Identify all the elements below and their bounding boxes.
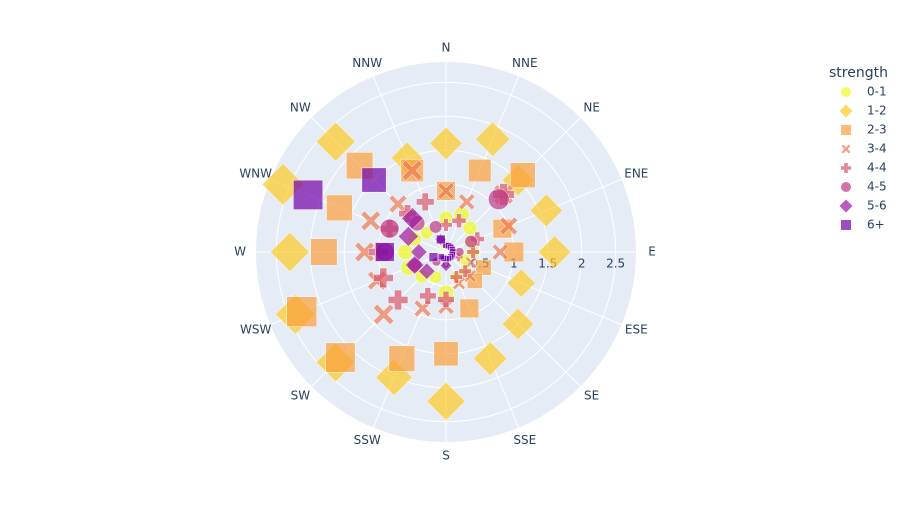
marker xyxy=(293,179,324,210)
marker xyxy=(429,126,463,161)
angular-tick-label: N xyxy=(442,41,451,55)
legend-title: strength xyxy=(829,65,888,81)
angular-tick-label: NW xyxy=(290,100,311,114)
marker xyxy=(437,253,445,261)
angular-tick-label: SW xyxy=(291,389,311,403)
legend-marker xyxy=(839,104,853,118)
marker xyxy=(401,159,423,182)
marker xyxy=(398,226,419,247)
angular-tick-label: SSE xyxy=(513,433,536,447)
marker xyxy=(437,182,455,200)
marker xyxy=(491,243,509,261)
marker xyxy=(501,307,535,341)
legend-label: 0-1 xyxy=(867,85,887,99)
marker xyxy=(325,342,356,373)
marker xyxy=(410,243,428,261)
marker xyxy=(499,216,518,236)
angular-tick-label: E xyxy=(648,245,656,259)
marker xyxy=(387,289,409,311)
marker xyxy=(458,264,472,278)
marker xyxy=(464,235,478,249)
marker xyxy=(361,167,387,193)
marker xyxy=(310,238,338,266)
marker xyxy=(454,247,465,257)
angular-tick-label: ESE xyxy=(625,323,648,337)
legend-label: 5-6 xyxy=(867,199,887,213)
marker xyxy=(472,341,508,376)
legend-label: 3-4 xyxy=(867,142,887,156)
marker xyxy=(529,193,563,228)
marker xyxy=(315,121,356,162)
angular-tick-label: ENE xyxy=(624,166,648,180)
marker xyxy=(373,303,395,325)
marker xyxy=(270,232,310,272)
radial-tick-label: 2 xyxy=(578,257,586,271)
marker xyxy=(388,194,408,214)
spoke xyxy=(445,251,622,326)
legend-label: 4-4 xyxy=(867,161,887,175)
marker xyxy=(451,213,467,228)
legend-marker xyxy=(841,144,851,154)
marker xyxy=(506,268,536,298)
marker xyxy=(466,245,480,259)
marker xyxy=(537,235,572,269)
marker xyxy=(429,220,443,234)
marker xyxy=(286,296,318,328)
marker xyxy=(416,192,435,211)
marker xyxy=(488,188,510,210)
marker xyxy=(465,256,478,269)
marker xyxy=(360,210,381,231)
marker xyxy=(388,345,416,372)
legend-marker xyxy=(841,87,851,97)
legend-label: 2-3 xyxy=(867,123,887,137)
marker xyxy=(373,267,394,289)
marker xyxy=(405,255,425,275)
radial-tick-label: 2.5 xyxy=(606,257,625,271)
angular-tick-label: NNE xyxy=(512,56,538,70)
marker xyxy=(503,241,525,263)
marker xyxy=(261,163,305,206)
marker xyxy=(428,252,439,262)
marker xyxy=(426,381,466,421)
marker xyxy=(419,287,437,305)
marker xyxy=(458,193,476,211)
marker xyxy=(449,270,463,284)
angular-tick-label: WSW xyxy=(240,323,271,337)
legend-marker xyxy=(841,125,851,135)
angular-tick-label: SSW xyxy=(354,433,381,447)
marker xyxy=(437,290,455,309)
marker xyxy=(326,194,353,222)
legend-label: 1-2 xyxy=(867,104,887,118)
angular-tick-label: WNW xyxy=(239,166,272,180)
angular-tick-label: W xyxy=(234,245,246,259)
marker xyxy=(436,234,446,245)
marker xyxy=(475,259,492,276)
angular-tick-label: NNW xyxy=(352,56,382,70)
legend-marker xyxy=(841,163,851,173)
marker xyxy=(509,162,536,189)
marker xyxy=(375,242,395,262)
legend-marker xyxy=(841,220,851,230)
radial-tick-label: 1 xyxy=(510,257,518,271)
marker xyxy=(379,218,400,239)
legend-label: 6+ xyxy=(867,218,885,232)
angular-tick-label: SE xyxy=(584,389,599,403)
legend-label: 4-5 xyxy=(867,180,887,194)
marker xyxy=(401,207,424,230)
marker xyxy=(459,298,480,319)
angular-tick-label: NE xyxy=(583,100,600,114)
marker xyxy=(475,121,511,157)
legend-marker xyxy=(839,199,853,213)
marker xyxy=(433,341,459,367)
legend-marker xyxy=(841,182,851,192)
marker xyxy=(418,262,436,280)
marker xyxy=(468,158,492,183)
angular-tick-label: S xyxy=(442,449,450,463)
marker xyxy=(439,259,453,272)
